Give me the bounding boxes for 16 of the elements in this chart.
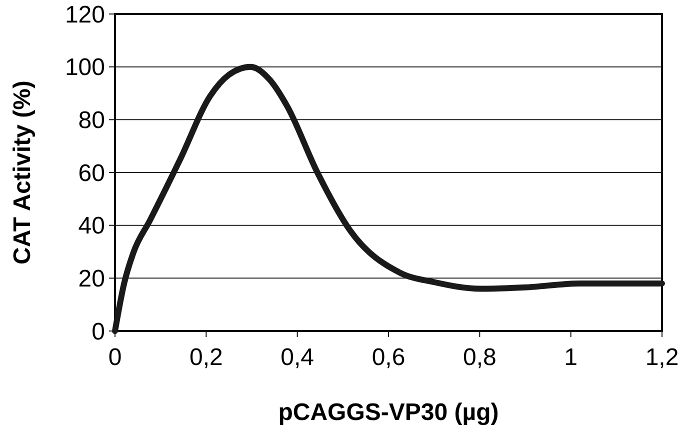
x-tick-label: 0,8 xyxy=(462,344,496,371)
x-tick-label: 1,2 xyxy=(645,344,679,371)
y-tick-label: 60 xyxy=(78,160,105,187)
x-tick-label: 1 xyxy=(564,344,578,371)
y-tick-label: 0 xyxy=(92,318,105,346)
x-axis-title: pCAGGS-VP30 (µg) xyxy=(278,399,499,426)
x-tick-label: 0,2 xyxy=(189,344,223,371)
x-tick-label: 0,6 xyxy=(372,344,406,371)
y-tick-label: 100 xyxy=(64,54,105,82)
x-tick-label: 0,4 xyxy=(280,344,314,371)
y-tick-label: 120 xyxy=(64,1,105,28)
y-tick-label: 40 xyxy=(78,212,105,240)
y-tick-label: 20 xyxy=(78,266,105,293)
y-axis-title: CAT Activity (%) xyxy=(9,80,36,265)
x-tick-label: 0 xyxy=(108,344,122,371)
y-tick-label: 80 xyxy=(78,107,105,134)
